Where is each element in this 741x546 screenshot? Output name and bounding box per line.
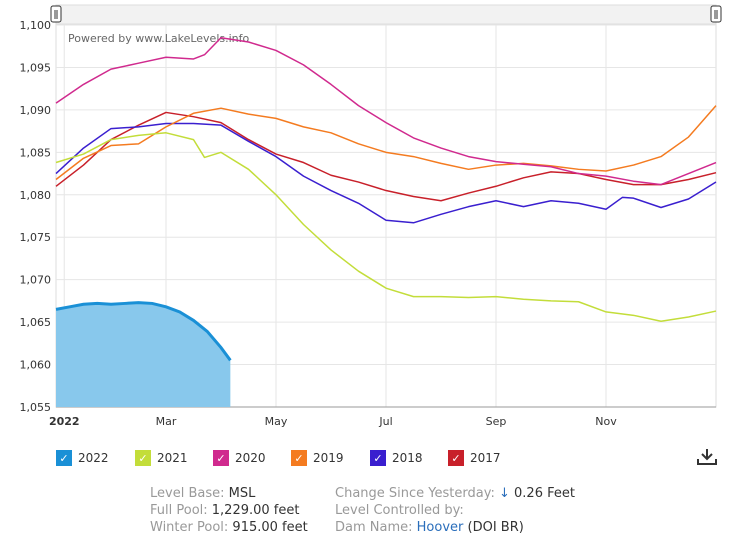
x-tick-label: Sep	[486, 415, 507, 428]
winter-pool-key: Winter Pool:	[150, 520, 229, 535]
y-tick-label: 1,075	[20, 231, 52, 244]
legend-checkbox-2017[interactable]: ✓	[448, 450, 464, 466]
winter-pool-value: 915.00 feet	[232, 520, 308, 535]
x-tick-label: 2022	[49, 415, 80, 428]
navigator-left-handle[interactable]	[50, 5, 62, 23]
legend-checkbox-2022[interactable]: ✓	[56, 450, 72, 466]
y-tick-label: 1,070	[20, 274, 52, 287]
watermark: Powered by www.LakeLevels.info	[68, 32, 250, 45]
navigator-right-handle[interactable]	[710, 5, 722, 23]
series-line-2017	[55, 111, 717, 202]
legend-label-2022: 2022	[78, 451, 109, 465]
full-pool-key: Full Pool:	[150, 503, 208, 518]
legend-item-2018[interactable]: ✓ 2018	[370, 448, 423, 468]
legend-label-2020: 2020	[235, 451, 266, 465]
legend-item-2017[interactable]: ✓ 2017	[448, 448, 501, 468]
download-icon	[697, 449, 717, 465]
y-tick-label: 1,080	[20, 189, 52, 202]
navigator-bar[interactable]	[55, 4, 717, 25]
lake-level-chart: 1,055 1,060 1,065 1,070 1,075 1,080 1,085 1,090…	[20, 4, 722, 428]
info-left: Level Base: MSL Full Pool: 1,229.00 feet…	[150, 485, 308, 536]
series-line-2021	[55, 132, 717, 323]
series-layer	[55, 36, 717, 407]
legend-checkbox-2018[interactable]: ✓	[370, 450, 386, 466]
legend-item-2019[interactable]: ✓ 2019	[291, 448, 344, 468]
legend-item-2021[interactable]: ✓ 2021	[135, 448, 188, 468]
dam-key: Dam Name:	[335, 520, 413, 535]
level-base-key: Level Base:	[150, 486, 225, 501]
legend-checkbox-2019[interactable]: ✓	[291, 450, 307, 466]
series-area-2022	[56, 302, 231, 407]
info-right: Change Since Yesterday: ↓ 0.26 Feet Leve…	[335, 485, 575, 536]
legend-checkbox-2020[interactable]: ✓	[213, 450, 229, 466]
legend-item-2020[interactable]: ✓ 2020	[213, 448, 266, 468]
y-tick-label: 1,095	[20, 61, 52, 74]
y-tick-label: 1,055	[20, 401, 52, 414]
legend-label-2021: 2021	[157, 451, 188, 465]
change-value: 0.26 Feet	[514, 486, 575, 501]
x-tick-label: Mar	[156, 415, 177, 428]
legend-item-2022[interactable]: ✓ 2022	[56, 448, 109, 468]
x-tick-label: Nov	[595, 415, 617, 428]
dam-suffix: (DOI BR)	[467, 520, 524, 535]
y-tick-label: 1,065	[20, 316, 52, 329]
legend-label-2018: 2018	[392, 451, 423, 465]
level-base-value: MSL	[228, 486, 256, 501]
down-arrow-icon: ↓	[498, 486, 510, 501]
y-tick-label: 1,085	[20, 146, 52, 159]
chart-grid	[55, 24, 717, 408]
series-line-2018	[55, 122, 717, 224]
x-axis: 2022 Mar May Jul Sep Nov	[49, 406, 716, 428]
dam-link[interactable]: Hoover	[416, 520, 464, 535]
legend-label-2019: 2019	[313, 451, 344, 465]
y-axis: 1,055 1,060 1,065 1,070 1,075 1,080 1,085 1,090…	[20, 19, 52, 414]
controlled-key: Level Controlled by:	[335, 503, 464, 518]
range-navigator	[50, 4, 722, 25]
change-key: Change Since Yesterday:	[335, 486, 495, 501]
x-tick-label: Jul	[378, 415, 392, 428]
x-tick-label: May	[265, 415, 288, 428]
legend-label-2017: 2017	[470, 451, 501, 465]
series-line-2019	[55, 105, 717, 181]
series-line-2022	[55, 301, 232, 362]
series-line-2020	[55, 36, 717, 186]
legend-checkbox-2021[interactable]: ✓	[135, 450, 151, 466]
y-tick-label: 1,100	[20, 19, 52, 32]
y-tick-label: 1,060	[20, 359, 52, 372]
full-pool-value: 1,229.00 feet	[211, 503, 300, 518]
y-tick-label: 1,090	[20, 104, 52, 117]
download-button[interactable]	[696, 448, 718, 466]
